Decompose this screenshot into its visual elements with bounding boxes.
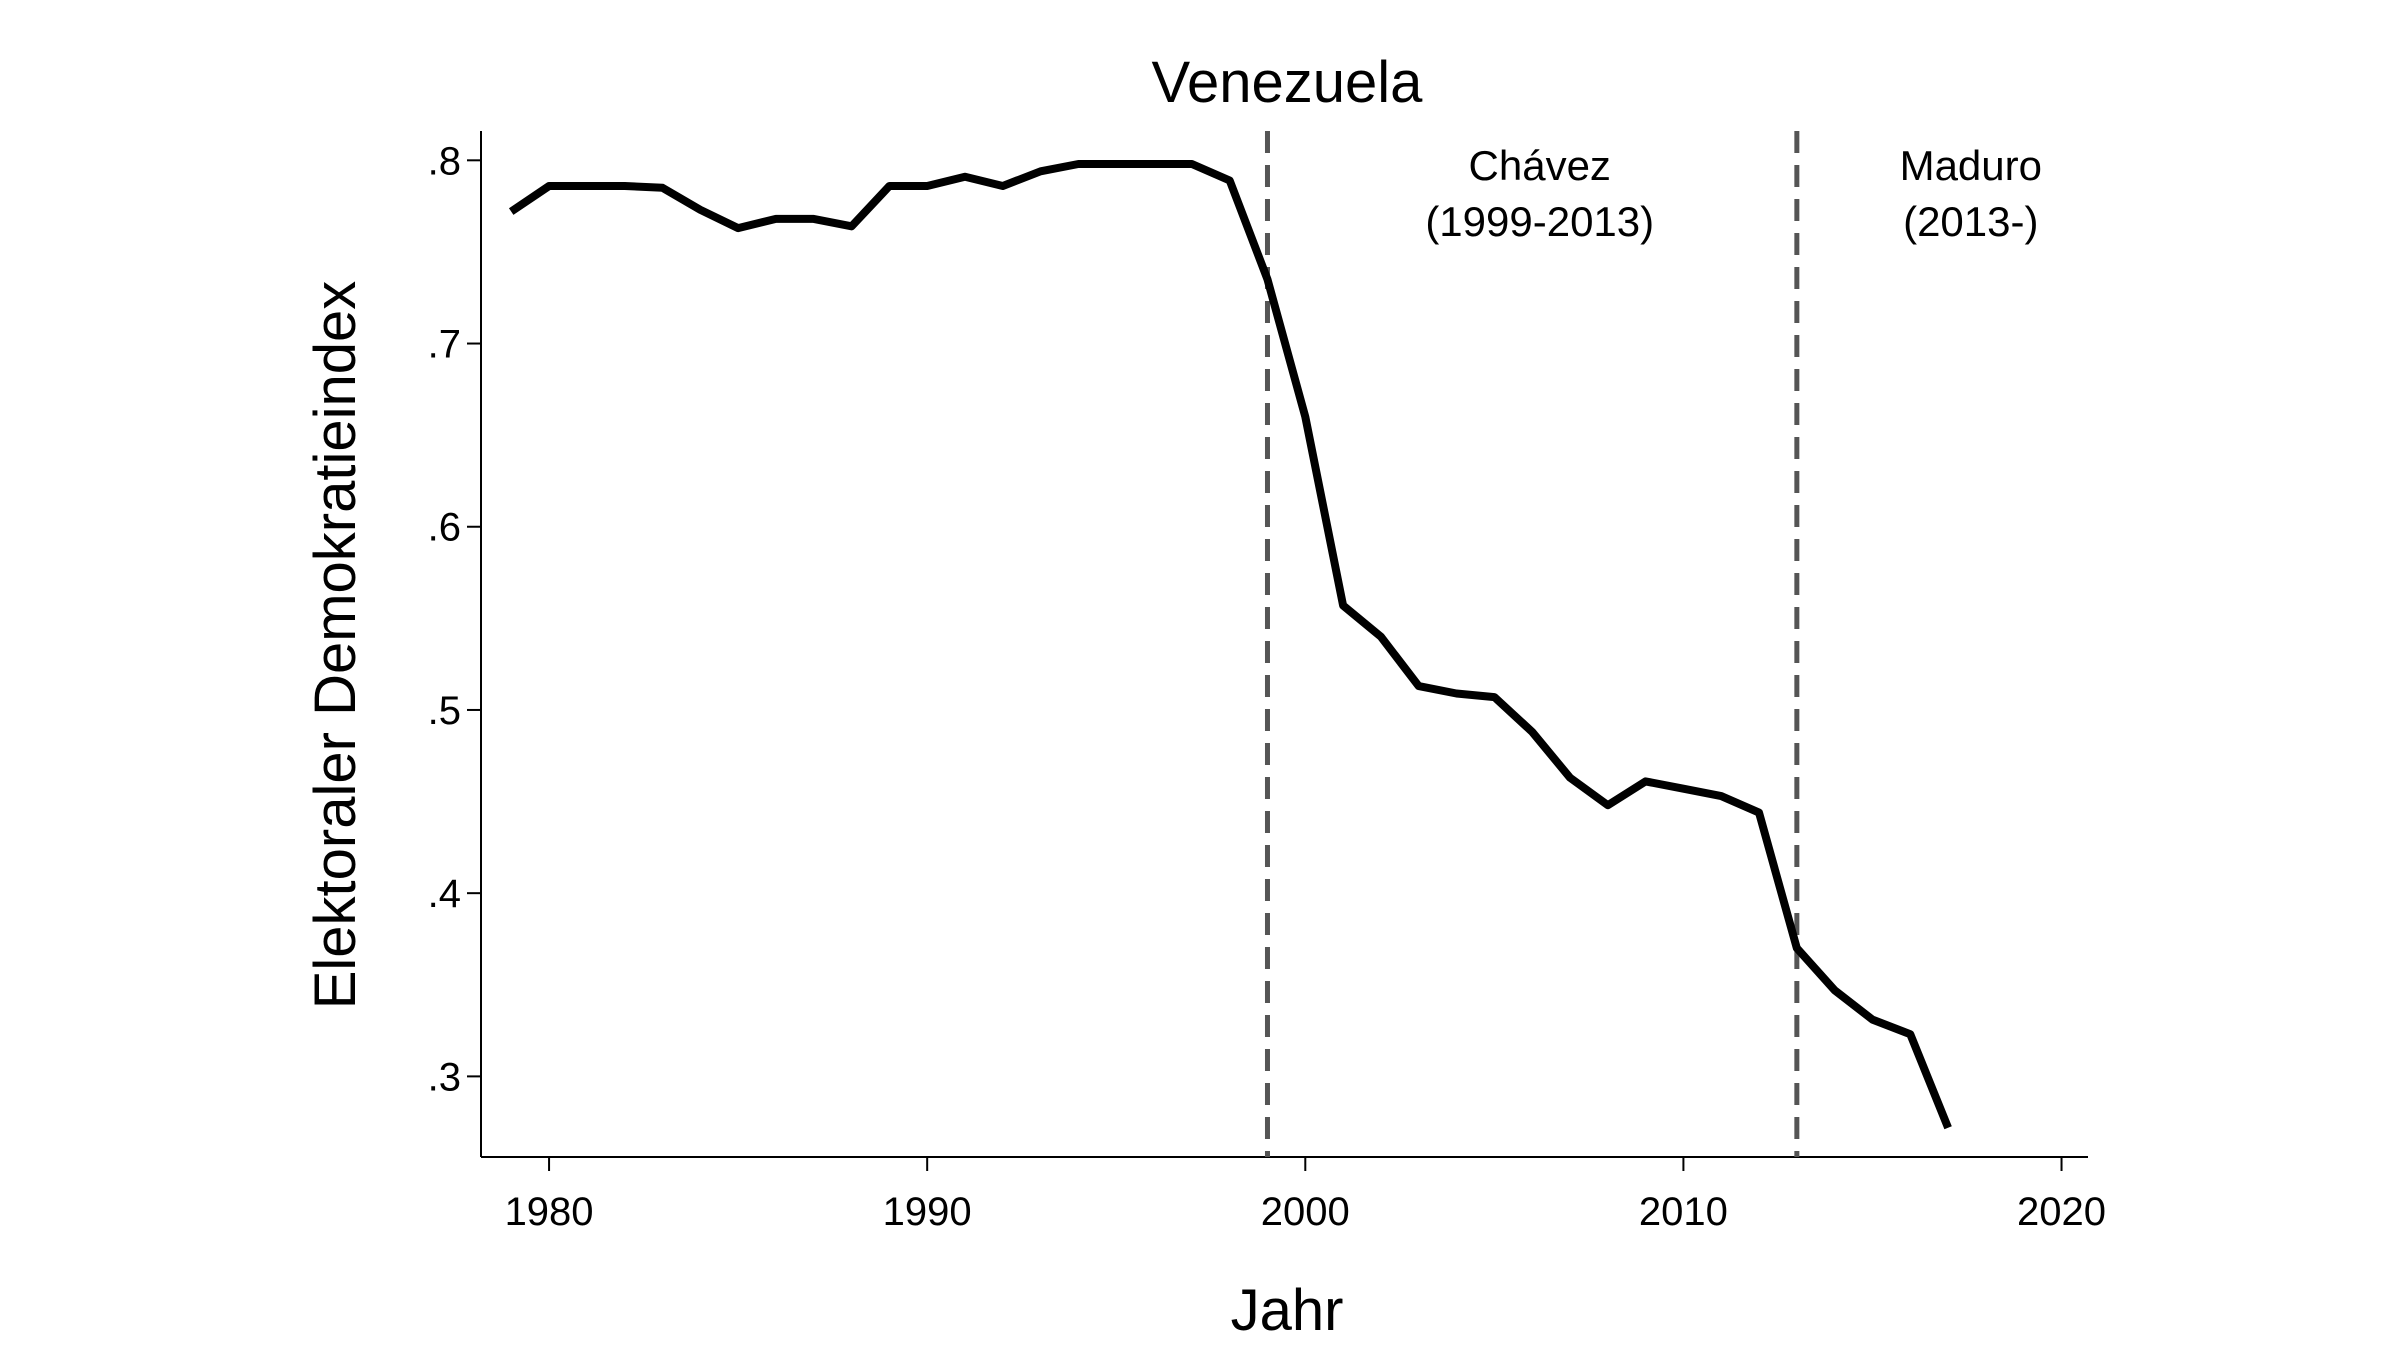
series bbox=[508, 160, 1952, 1130]
y-tick-label: .8 bbox=[428, 139, 461, 183]
y-tick-label: .4 bbox=[428, 872, 461, 916]
x-tick-label: 1980 bbox=[505, 1190, 594, 1234]
axes: 1980 1990 2000 2010 2020 .3 .4 .5 .6 .7 .8 bbox=[428, 131, 2106, 1234]
x-axis-label: Jahr bbox=[1231, 1278, 1344, 1343]
x-tick-label: 2020 bbox=[2017, 1190, 2106, 1234]
reference-lines bbox=[1264, 131, 1800, 1157]
annotation-label: Maduro bbox=[1900, 142, 2042, 189]
x-tick-label: 1990 bbox=[883, 1190, 972, 1234]
annotation-label: (2013-) bbox=[1903, 198, 2038, 245]
y-axis-label: Elektoraler Demokratieindex bbox=[303, 281, 368, 1010]
annotations: Chávez (1999-2013) Maduro (2013-) bbox=[1425, 142, 2042, 245]
x-tick-label: 2000 bbox=[1261, 1190, 1350, 1234]
series-line bbox=[508, 160, 1952, 1130]
x-tick-label: 2010 bbox=[1639, 1190, 1728, 1234]
y-tick-label: .6 bbox=[428, 506, 461, 550]
y-tick-label: .5 bbox=[428, 689, 461, 733]
annotation-label: Chávez bbox=[1469, 142, 1611, 189]
chart-title: Venezuela bbox=[1152, 50, 1424, 115]
y-tick-label: .3 bbox=[428, 1055, 461, 1099]
y-tick-label: .7 bbox=[428, 323, 461, 367]
annotation-label: (1999-2013) bbox=[1425, 198, 1654, 245]
